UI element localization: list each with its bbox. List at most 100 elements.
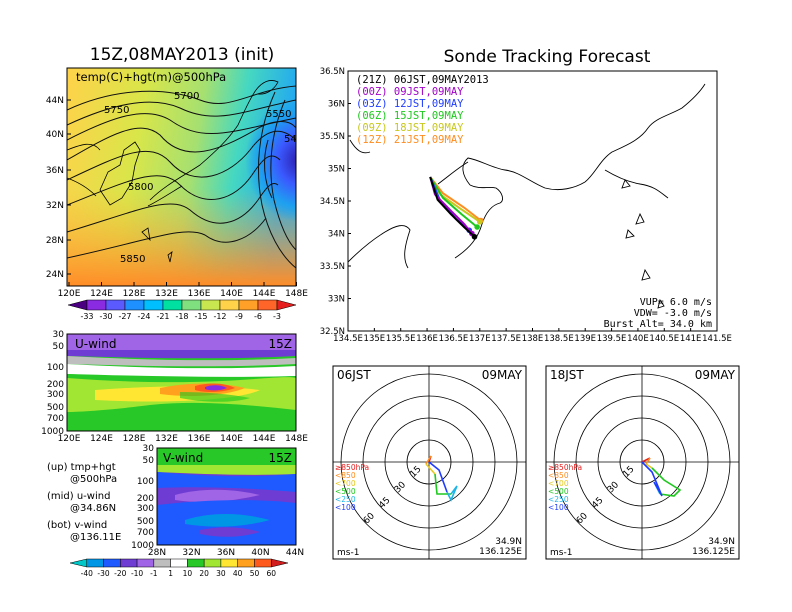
panel-notes: (up) tmp+hgt@500hPa (mid) u-wind@34.86N (b… (47, 462, 121, 543)
colorbar-label: -30 (97, 569, 109, 578)
lat-tick-label: 28N (46, 236, 64, 246)
colorbar-swatch (103, 558, 121, 568)
lon-tick-label: 132E (155, 289, 178, 299)
colorbar-label: 40 (233, 569, 243, 578)
colorbar-label: -27 (118, 312, 131, 321)
x-tick-label: 136.5E (439, 334, 469, 344)
y-tick-label: 33.5N (320, 262, 345, 272)
level-legend: <100 (548, 503, 569, 512)
colorbar-swatch (203, 558, 222, 568)
pressure-tick-label: 30 (53, 330, 65, 340)
contour-label-5800: 5800 (128, 182, 153, 193)
colorbar-swatch (219, 299, 240, 311)
x-tick-label: 141E (680, 334, 702, 344)
hodograph-segment (425, 455, 432, 465)
hodograph-segment (645, 463, 653, 469)
colorbar-swatch (238, 299, 259, 311)
lon-tick-label: 148E (285, 289, 308, 299)
hodograph-segment (446, 485, 458, 502)
colorbar-swatch (124, 299, 145, 311)
lon-tick-label: 128E (123, 434, 146, 444)
level-legend: <100 (335, 503, 356, 512)
colorbar-label: -12 (213, 312, 226, 321)
level-legend: <850 (335, 471, 356, 480)
track-line (429, 176, 482, 222)
lat-tick-label: 32N (182, 548, 200, 558)
pressure-tick-label: 700 (47, 414, 64, 424)
lat-tick-label: 36N (46, 166, 64, 176)
lon-tick-label: 120E (58, 289, 81, 299)
colorbar-label: -3 (273, 312, 281, 321)
legend-entry: (03Z) 12JST,09MAY (356, 98, 464, 110)
lat-tick-label: 44N (286, 548, 304, 558)
pressure-tick-label: 100 (137, 477, 154, 487)
colorbar-label: 20 (199, 569, 209, 578)
pressure-tick-label: 300 (137, 504, 154, 514)
colorbar-swatch (181, 299, 202, 311)
hodograph-segment (428, 461, 448, 493)
hodograph-segment (641, 461, 663, 497)
lat-tick-label: 36N (217, 548, 235, 558)
left-title: 15Z,08MAY2013 (init) (90, 45, 275, 65)
contour-label-5850: 5850 (120, 254, 145, 265)
polar-unit: ms-1 (550, 548, 572, 558)
note-line-2: @34.86N (70, 503, 116, 514)
lon-tick-label: 124E (90, 289, 113, 299)
colorbar-label: -10 (131, 569, 143, 578)
x-tick-label: 137E (469, 334, 491, 344)
colorbar-label: -30 (99, 312, 112, 321)
x-tick-label: 135E (364, 334, 386, 344)
landing-point (474, 224, 480, 230)
tracks (429, 176, 484, 240)
note-line-1: (bot) v-wind (47, 520, 107, 531)
x-tick-label: 138E (522, 334, 544, 344)
colorbar-label: 50 (250, 569, 260, 578)
upper-panel-label: temp(C)+hgt(m)@500hPa (76, 70, 226, 84)
v-wind-label: V-wind (163, 451, 203, 465)
lon-tick-label: 124E (90, 434, 113, 444)
lon-tick-label: 132E (155, 434, 178, 444)
colorbar-swatch (220, 558, 238, 568)
lat-tick-label: 44N (46, 96, 64, 106)
track-map: 134.5E 135E 135.5E 136E 136.5E 137E 137.5E 138E… (320, 67, 732, 344)
contour-label-5700: 5700 (174, 91, 199, 102)
u-wind-label: U-wind (75, 337, 116, 351)
pressure-tick-label: 100 (47, 363, 64, 373)
hodograph-segment (434, 473, 451, 495)
polar-unit: ms-1 (337, 548, 359, 558)
x-tick-label: 141.5E (702, 334, 732, 344)
colorbar-label: -21 (156, 312, 169, 321)
level-legend: ≥850hPa (548, 463, 582, 472)
note-line-2: @500hPa (70, 474, 117, 485)
colorbar-swatch (270, 558, 289, 568)
level-legend: ≥850hPa (335, 463, 369, 472)
x-tick-label: 138.5E (544, 334, 574, 344)
param-burst: Burst Alt= 34.0 km (604, 319, 712, 330)
upper-temp-panel: temp(C)+hgt(m)@500hPa 5700 5750 5550 580… (46, 67, 308, 299)
pressure-tick-label: 1000 (41, 427, 64, 437)
colorbar-label: 10 (183, 569, 193, 578)
colorbar-swatch (69, 558, 88, 568)
level-legend: <250 (335, 495, 356, 504)
colorbar-swatch (257, 299, 278, 311)
polar-date: 09MAY (695, 368, 736, 382)
colorbar-label: -20 (114, 569, 126, 578)
polar-date: 09MAY (482, 368, 523, 382)
wind-colorbar: -40 -30 -20 -10 -1 1 10 20 30 40 50 60 (69, 558, 289, 578)
lon-tick-label: 136E (188, 434, 211, 444)
colorbar-swatch (187, 558, 205, 568)
legend-entry: (00Z) 09JST,09MAY (356, 86, 464, 98)
pressure-tick-label: 30 (143, 444, 155, 454)
colorbar-swatch (105, 299, 126, 311)
lon-tick-label: 140E (220, 434, 243, 444)
lat-tick-label: 40N (46, 130, 64, 140)
x-tick-label: 136E (416, 334, 438, 344)
legend-entry: (09Z) 18JST,09MAY (356, 122, 464, 134)
colorbar-swatch (143, 299, 164, 311)
level-legend: <850 (548, 471, 569, 480)
landing-point (471, 233, 478, 240)
x-tick-label: 134.5E (333, 334, 363, 344)
pressure-tick-label: 200 (47, 380, 64, 390)
colorbar-swatch (67, 299, 88, 311)
